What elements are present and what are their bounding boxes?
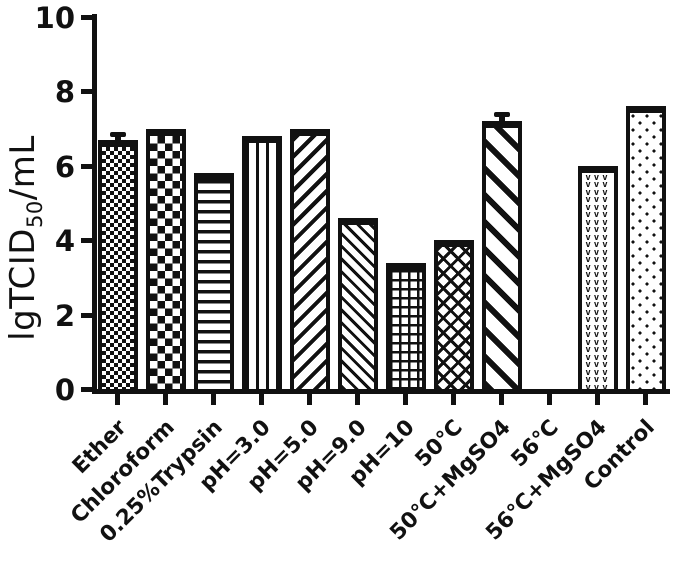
bar-50 — [434, 240, 474, 393]
x-axis-line — [92, 389, 670, 394]
y-tick — [81, 387, 92, 392]
x-tick-ph-9-0 — [355, 393, 360, 405]
y-tick-label: 8 — [54, 75, 75, 110]
x-tick-50-mgso4 — [499, 393, 504, 405]
x-tick-ph-10 — [403, 393, 408, 405]
x-tick-56 — [547, 393, 552, 405]
y-tick — [81, 89, 92, 95]
y-tick-label: 6 — [54, 149, 75, 184]
x-tick-50 — [451, 393, 456, 405]
x-tick-ether — [115, 393, 120, 405]
y-tick-label: 2 — [54, 298, 75, 333]
bar-ph-3-0 — [242, 136, 282, 393]
x-tick-control — [643, 393, 648, 405]
y-tick-label: 10 — [34, 1, 75, 35]
y-axis-line — [92, 14, 97, 394]
bar-ph-9-0 — [338, 217, 378, 393]
y-tick — [81, 15, 92, 20]
x-tick-ph-3-0 — [259, 393, 264, 405]
x-tick-chloroform — [163, 393, 168, 405]
bar-ph-10 — [386, 262, 426, 393]
x-tick-0-25-trypsin — [211, 393, 216, 405]
bar-0-25-trypsin — [194, 173, 234, 393]
error-bar-cap-50-mgso4 — [494, 111, 510, 117]
x-tick-56-mgso4 — [595, 393, 600, 405]
bar-chloroform — [146, 128, 186, 393]
bar-ether — [98, 139, 138, 393]
bar-control — [626, 106, 666, 393]
error-bar-cap-ether — [110, 132, 126, 138]
bar-56-mgso4: vvvvvvvvvvvvvvvvvvvvvvvvvvvvvvvvvvvvvvvv… — [578, 165, 618, 393]
y-tick — [81, 163, 92, 169]
bar-50-mgso4 — [482, 121, 522, 393]
error-bar-50-mgso4 — [499, 111, 505, 124]
y-tick — [81, 238, 92, 244]
y-tick — [81, 312, 92, 318]
y-tick-label: 4 — [54, 224, 75, 259]
x-tick-ph-5-0 — [307, 393, 312, 405]
bar-ph-5-0 — [290, 128, 330, 393]
y-tick-label: 0 — [54, 373, 75, 407]
